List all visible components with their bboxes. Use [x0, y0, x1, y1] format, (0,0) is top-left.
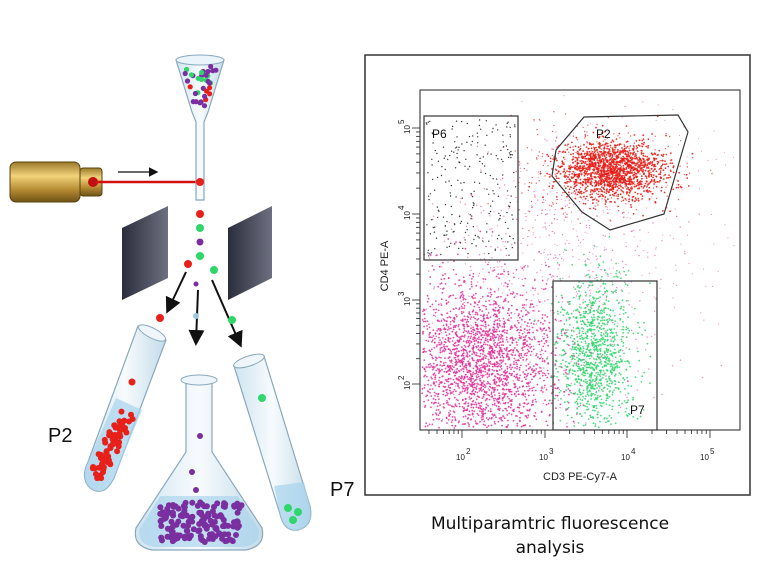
deflection-plate-right [228, 206, 272, 300]
x-tick-label-1e2: 10 2 [456, 447, 471, 462]
tube-label-p7: P7 [330, 479, 354, 501]
x-tick-label-1e3: 10 3 [539, 447, 554, 462]
y-tick-label-1e3: 10 3 [397, 291, 412, 306]
collection-tube-p2 [83, 324, 167, 492]
scatter-points [421, 95, 735, 429]
droplet-stream [184, 178, 218, 287]
collection-flask [134, 374, 264, 551]
gate-p2 [551, 114, 689, 231]
x-axis-label: CD3 PE-Cy7-A [543, 471, 618, 483]
y-tick-label-1e4: 10 4 [397, 205, 412, 220]
y-axis-label: CD4 PE-A [379, 240, 391, 291]
gate-label-p6: P6 [432, 127, 447, 141]
y-tick-label-1e2: 10 2 [397, 375, 412, 390]
collection-tube-p7 [233, 353, 312, 531]
y-tick-label-1e5: 10 5 [397, 119, 412, 134]
figure-caption: Multiparamtric fluorescence analysis [380, 512, 720, 560]
caption-line-1: Multiparamtric fluorescence [430, 514, 670, 534]
gate-p7 [552, 280, 658, 431]
y-axis-ticks [412, 127, 420, 385]
caption-line-2: analysis [515, 538, 585, 558]
x-tick-label-1e4: 10 4 [621, 447, 636, 462]
gate-p6 [423, 115, 519, 261]
funnel-cells [182, 63, 219, 109]
gate-label-p2: P2 [596, 127, 611, 141]
sort-arrow-left [165, 271, 187, 314]
gate-label-p7: P7 [630, 403, 645, 417]
laser-emitter [9, 161, 103, 203]
sample-funnel [175, 54, 225, 201]
flow-cytometry-plot: P6 P2 P7 10 2 10 3 10 4 10 5 10 2 10 3 [364, 54, 751, 496]
deflection-plate-left [122, 206, 168, 300]
x-tick-label-1e5: 10 5 [700, 447, 715, 462]
sort-arrow-right [211, 279, 243, 348]
cell-sorter-illustration: P2 P7 [9, 54, 354, 551]
tube-label-p2: P2 [48, 425, 72, 447]
x-axis-ticks [428, 430, 711, 438]
